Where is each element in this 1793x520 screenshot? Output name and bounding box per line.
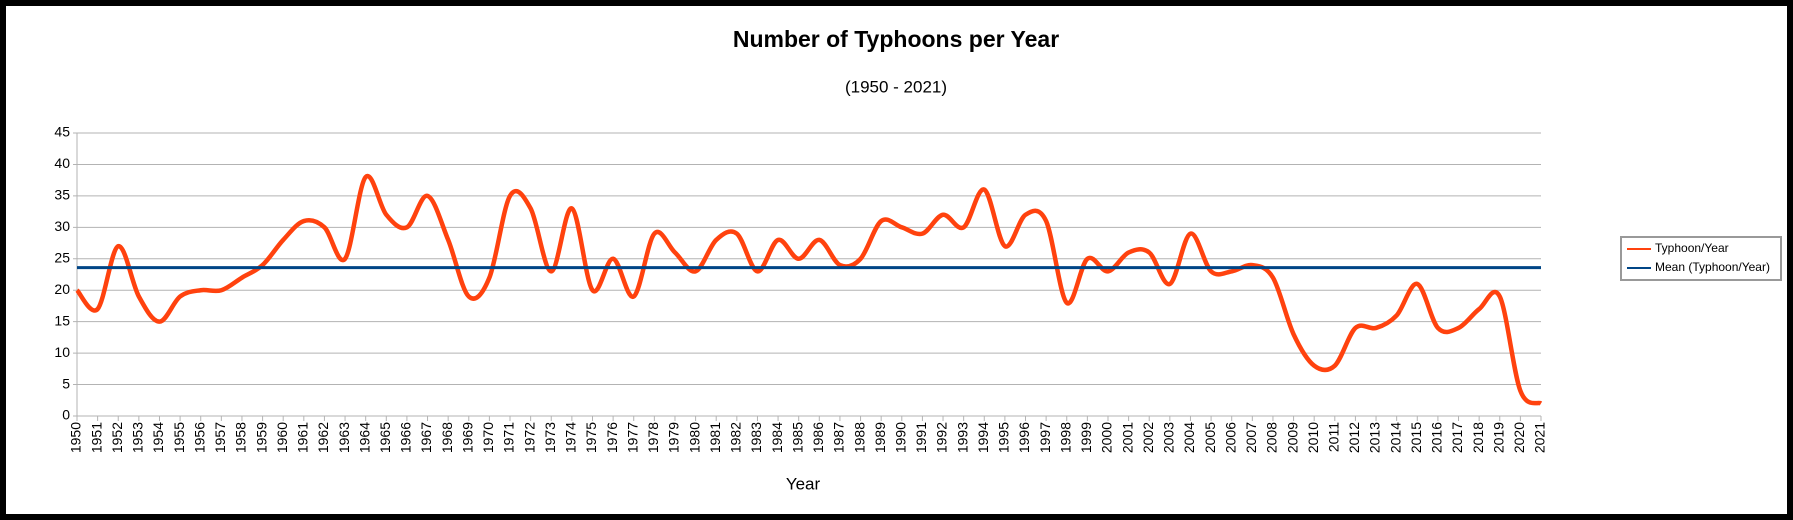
x-tick-label: 1989: [872, 422, 888, 453]
x-tick-label: 1971: [501, 422, 517, 453]
x-tick-label: 1958: [233, 422, 249, 453]
x-tick-label: 1997: [1037, 422, 1053, 453]
x-axis-label: Year: [786, 474, 821, 493]
x-tick-label: 1959: [253, 422, 269, 453]
x-tick-label: 1992: [934, 422, 950, 453]
x-tick-label: 2015: [1408, 422, 1424, 453]
x-tick-label: 2012: [1346, 422, 1362, 453]
x-tick-label: 1986: [810, 422, 826, 453]
x-tick-label: 1999: [1078, 422, 1094, 453]
x-tick-label: 1977: [624, 422, 640, 453]
y-tick-label: 25: [54, 249, 70, 265]
legend-box: [1620, 236, 1782, 281]
y-tick-label: 35: [54, 187, 70, 203]
x-tick-label: 1964: [356, 422, 372, 453]
x-tick-label: 1965: [377, 422, 393, 453]
x-tick-label: 1950: [68, 422, 84, 453]
x-tick-label: 1990: [892, 422, 908, 453]
x-tick-label: 1996: [1016, 422, 1032, 453]
x-tick-label: 1982: [728, 422, 744, 453]
x-tick-label: 1956: [191, 422, 207, 453]
x-tick-label: 1980: [686, 422, 702, 453]
x-tick-label: 1974: [563, 422, 579, 453]
y-tick-label: 10: [54, 344, 70, 360]
x-tick-label: 2003: [1161, 422, 1177, 453]
y-tick-label: 30: [54, 218, 70, 234]
x-tick-label: 1968: [439, 422, 455, 453]
x-tick-label: 1967: [418, 422, 434, 453]
x-tick-label: 1988: [851, 422, 867, 453]
x-tick-label: 2014: [1387, 422, 1403, 453]
x-tick-label: 2016: [1429, 422, 1445, 453]
y-tick-label: 20: [54, 281, 70, 297]
x-tick-label: 2019: [1490, 422, 1506, 453]
x-tick-label: 1952: [109, 422, 125, 453]
x-tick-label: 1984: [769, 422, 785, 453]
x-tick-label: 1960: [274, 422, 290, 453]
x-tick-label: 2005: [1202, 422, 1218, 453]
x-tick-label: 2007: [1243, 422, 1259, 453]
y-tick-label: 40: [54, 155, 70, 171]
x-tick-label: 1998: [1057, 422, 1073, 453]
x-tick-label: 1972: [521, 422, 537, 453]
data-line: [75, 173, 1543, 406]
x-tick-label: 2021: [1532, 422, 1548, 453]
x-tick-label: 2009: [1284, 422, 1300, 453]
x-tick-label: 1961: [295, 422, 311, 453]
x-tick-label: 1951: [88, 422, 104, 453]
x-tick-label: 1957: [212, 422, 228, 453]
x-tick-label: 1970: [480, 422, 496, 453]
x-tick-label: 1975: [583, 422, 599, 453]
x-tick-label: 1969: [459, 422, 475, 453]
chart-subtitle: (1950 - 2021): [845, 77, 947, 96]
legend-label: Mean (Typhoon/Year): [1655, 260, 1770, 274]
chart-title: Number of Typhoons per Year: [733, 26, 1059, 52]
x-tick-label: 2008: [1264, 422, 1280, 453]
x-tick-label: 1993: [954, 422, 970, 453]
legend-label: Typhoon/Year: [1655, 241, 1729, 255]
x-tick-label: 1987: [831, 422, 847, 453]
x-tick-label: 2011: [1326, 422, 1342, 452]
x-tick-label: 1954: [150, 422, 166, 453]
x-tick-label: 2010: [1305, 422, 1321, 453]
y-tick-label: 15: [54, 312, 70, 328]
x-tick-label: 1963: [336, 422, 352, 453]
x-tick-label: 1953: [130, 422, 146, 453]
x-tick-label: 1966: [398, 422, 414, 453]
x-tick-label: 1955: [171, 422, 187, 453]
x-tick-label: 2004: [1181, 422, 1197, 453]
x-tick-label: 2017: [1449, 422, 1465, 453]
x-tick-label: 1991: [913, 422, 929, 453]
x-tick-label: 1978: [645, 422, 661, 453]
x-tick-label: 2020: [1511, 422, 1527, 453]
x-tick-label: 2018: [1470, 422, 1486, 453]
x-tick-label: 1979: [666, 422, 682, 453]
x-tick-label: 1981: [707, 422, 723, 453]
x-tick-label: 2000: [1099, 422, 1115, 453]
y-tick-label: 45: [54, 124, 70, 140]
x-tick-label: 1994: [975, 422, 991, 453]
x-tick-label: 2002: [1140, 422, 1156, 453]
x-tick-label: 1985: [789, 422, 805, 453]
x-tick-label: 1962: [315, 422, 331, 453]
x-tick-label: 1973: [542, 422, 558, 453]
x-tick-label: 2013: [1367, 422, 1383, 453]
y-tick-label: 5: [62, 375, 70, 391]
x-tick-label: 1995: [996, 422, 1012, 453]
x-tick-label: 2006: [1222, 422, 1238, 453]
y-tick-label: 0: [62, 407, 70, 423]
x-tick-label: 2001: [1119, 422, 1135, 453]
x-tick-label: 1983: [748, 422, 764, 453]
legend: Typhoon/Year Mean (Typhoon/Year): [1620, 236, 1782, 281]
x-tick-label: 1976: [604, 422, 620, 453]
